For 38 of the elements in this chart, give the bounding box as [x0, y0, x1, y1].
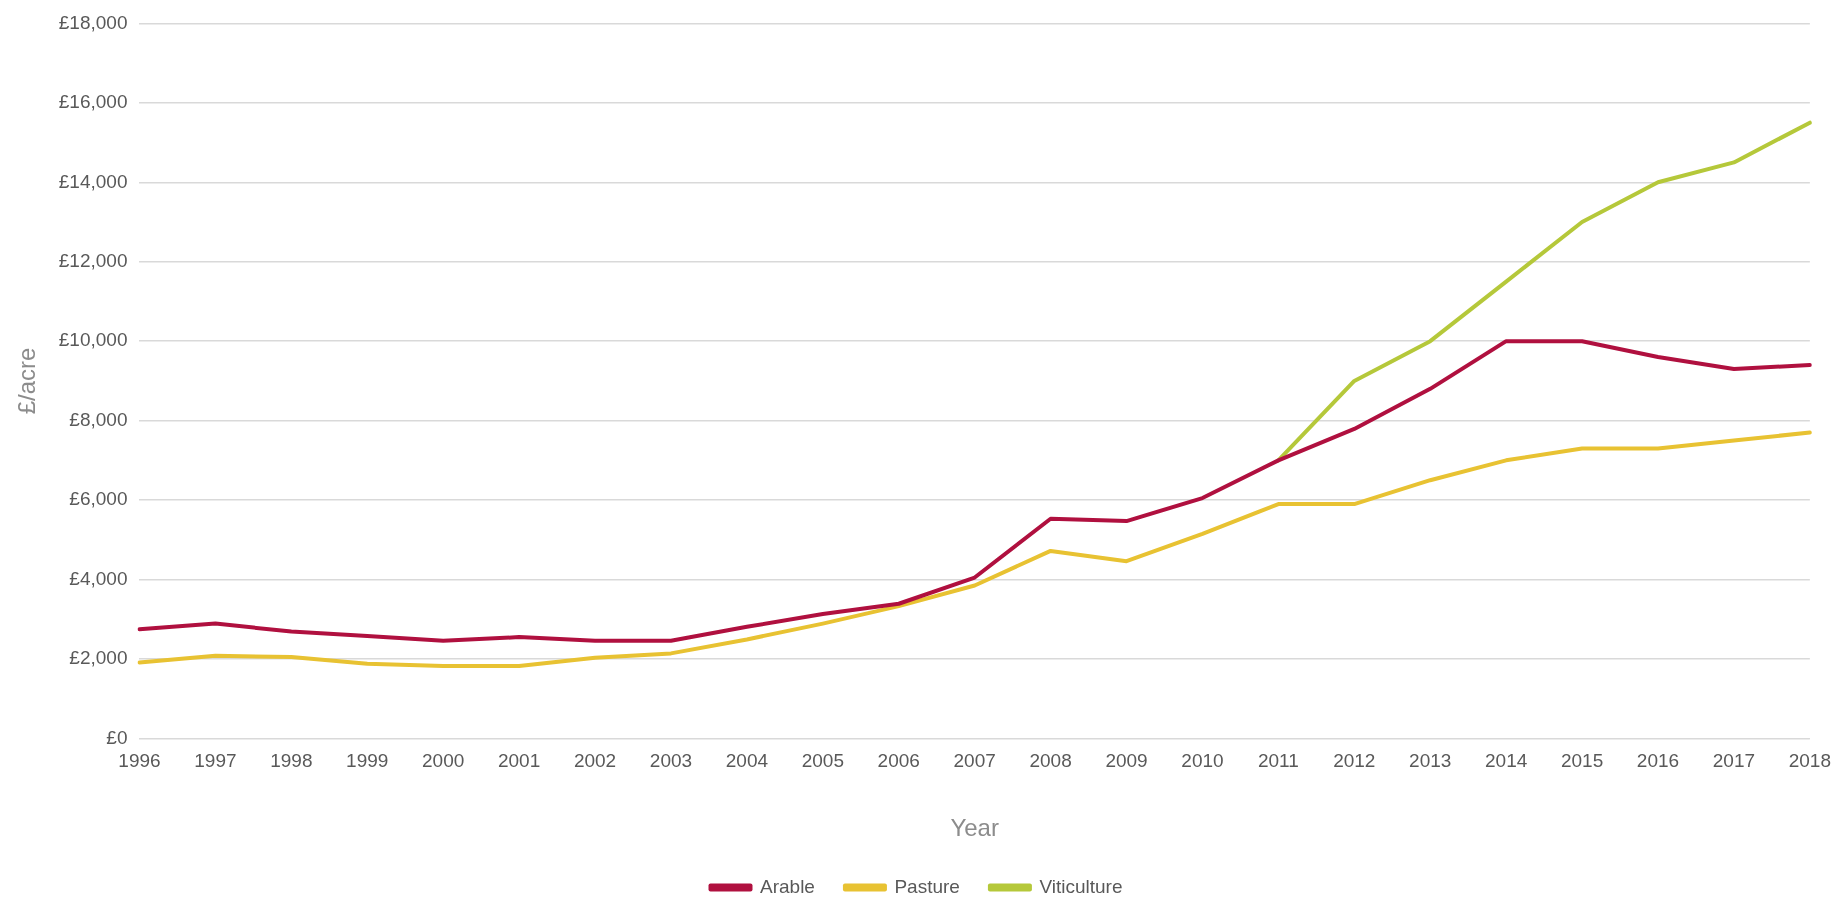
y-tick-label: £8,000	[69, 408, 128, 430]
x-tick-label: 2013	[1409, 750, 1452, 772]
y-axis-title: £/acre	[13, 347, 41, 415]
x-tick-label: 2002	[573, 750, 617, 772]
x-tick-label: 1996	[118, 750, 161, 772]
x-tick-label: 2012	[1333, 750, 1376, 772]
y-tick-label: £0	[106, 726, 128, 748]
x-tick-label: 2017	[1712, 750, 1756, 772]
legend-label: Viticulture	[1039, 875, 1123, 897]
x-tick-label: 2004	[725, 750, 769, 772]
x-tick-label: 1999	[346, 750, 389, 772]
y-tick-label: £10,000	[58, 329, 128, 351]
x-tick-label: 2007	[953, 750, 996, 772]
y-tick-label: £18,000	[58, 11, 128, 33]
x-tick-label: 2001	[497, 750, 541, 772]
x-tick-label: 2018	[1788, 750, 1832, 772]
x-tick-label: 2014	[1485, 750, 1528, 772]
x-tick-label: 2006	[877, 750, 920, 772]
legend-label: Arable	[760, 875, 815, 897]
x-axis-title: Year	[950, 814, 999, 842]
x-tick-label: 2003	[649, 750, 693, 772]
y-tick-label: £4,000	[69, 567, 128, 589]
y-tick-label: £12,000	[58, 249, 128, 271]
x-tick-label: 2000	[422, 750, 465, 772]
y-tick-label: £14,000	[58, 170, 128, 192]
x-tick-label: 2008	[1029, 750, 1072, 772]
x-tick-label: 1997	[194, 750, 237, 772]
x-tick-label: 2010	[1181, 750, 1224, 772]
y-tick-label: £2,000	[69, 647, 128, 669]
x-tick-label: 2011	[1257, 750, 1299, 772]
y-tick-label: £6,000	[69, 488, 128, 510]
x-tick-label: 2005	[801, 750, 844, 772]
x-tick-label: 2016	[1636, 750, 1680, 772]
y-tick-label: £16,000	[58, 91, 128, 113]
legend-label: Pasture	[894, 875, 960, 897]
x-tick-label: 2009	[1105, 750, 1148, 772]
x-tick-label: 2015	[1560, 750, 1604, 772]
x-tick-label: 1998	[270, 750, 313, 772]
